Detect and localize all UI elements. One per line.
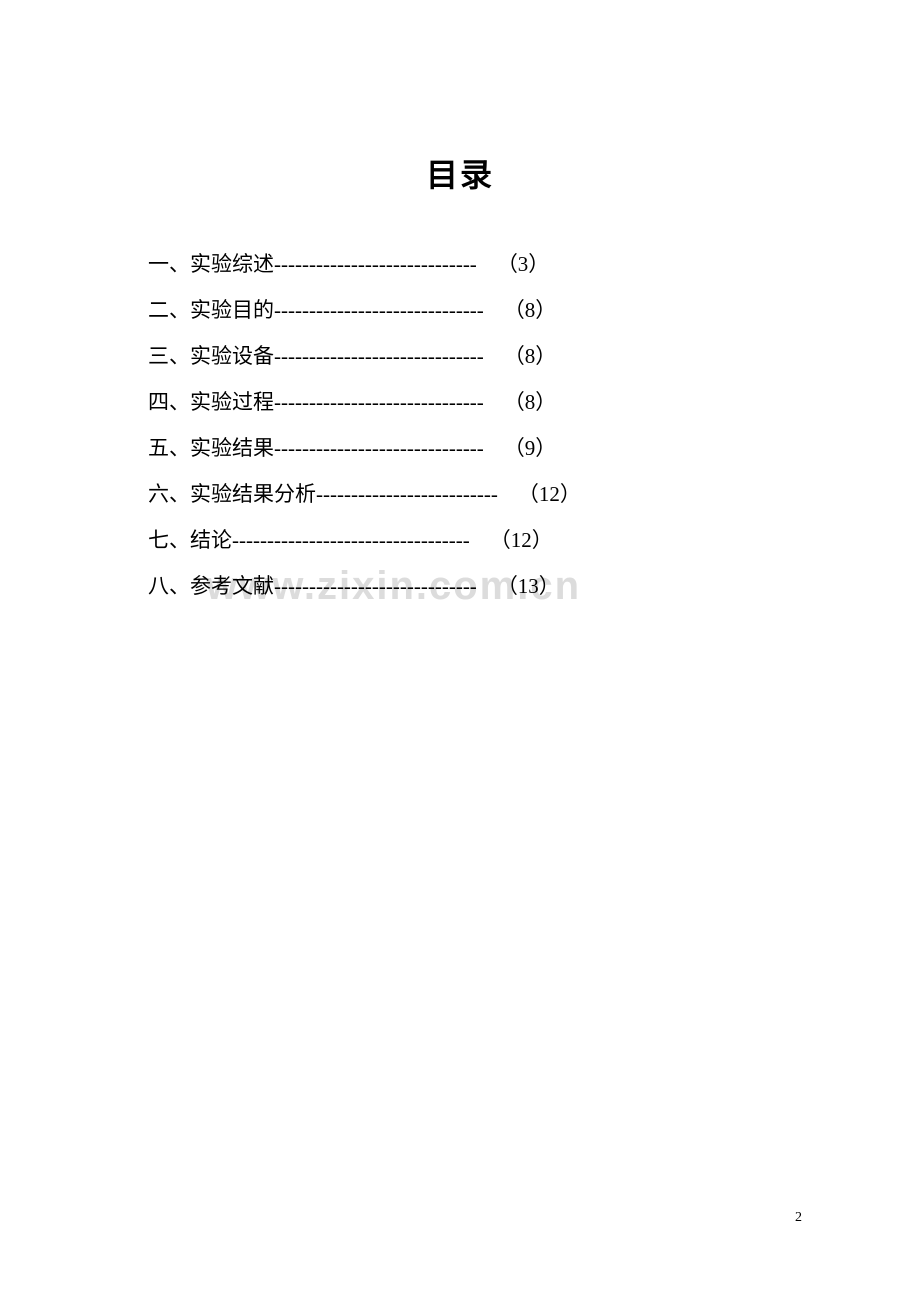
toc-item-page: （12） [498,484,581,505]
toc-leader: ------------------------------ [274,438,484,459]
document-page: www.zixin.com.cn 目录 一、 实验综述 ------------… [0,0,920,1302]
toc-leader: ------------------------------ [274,300,484,321]
toc-row: 五、 实验结果 ------------------------------ （… [148,438,790,459]
toc-leader: ----------------------------- [274,254,477,275]
toc-item-label: 参考文献 [190,576,274,597]
toc-item-page: （3） [477,254,550,275]
toc-item-page: （12） [470,530,553,551]
toc-row: 七、 结论 ----------------------------------… [148,530,790,551]
toc-item-label: 实验综述 [190,254,274,275]
toc-item-number: 五、 [148,438,190,459]
toc-item-number: 六、 [148,484,190,505]
toc-item-label: 实验设备 [190,346,274,367]
toc-item-number: 八、 [148,576,190,597]
toc-item-page: （8） [484,392,557,413]
toc-item-number: 一、 [148,254,190,275]
toc-title: 目录 [0,150,920,196]
toc-row: 一、 实验综述 ----------------------------- （3… [148,254,790,275]
toc-leader: ------------------------------ [274,346,484,367]
toc-item-number: 四、 [148,392,190,413]
toc-leader: ----------------------------- [274,576,477,597]
toc-item-label: 实验过程 [190,392,274,413]
toc-item-page: （9） [484,438,557,459]
toc-item-number: 七、 [148,530,190,551]
toc-row: 二、 实验目的 ------------------------------ （… [148,300,790,321]
toc-row: 六、 实验结果分析 -------------------------- （12… [148,484,790,505]
toc-leader: -------------------------- [316,484,498,505]
toc-item-label: 结论 [190,530,232,551]
toc-item-label: 实验结果分析 [190,484,316,505]
toc-item-label: 实验结果 [190,438,274,459]
toc-item-number: 三、 [148,346,190,367]
toc-item-page: （8） [484,300,557,321]
toc-item-page: （8） [484,346,557,367]
toc-leader: ------------------------------ [274,392,484,413]
toc-leader: ---------------------------------- [232,530,470,551]
page-number: 2 [795,1210,802,1226]
toc-row: 三、 实验设备 ------------------------------ （… [148,346,790,367]
toc-row: 八、 参考文献 ----------------------------- （1… [148,576,790,597]
table-of-contents: 一、 实验综述 ----------------------------- （3… [148,254,790,597]
toc-item-label: 实验目的 [190,300,274,321]
toc-item-page: （13） [477,576,560,597]
toc-item-number: 二、 [148,300,190,321]
content-layer: 目录 一、 实验综述 -----------------------------… [0,150,920,597]
toc-row: 四、 实验过程 ------------------------------ （… [148,392,790,413]
